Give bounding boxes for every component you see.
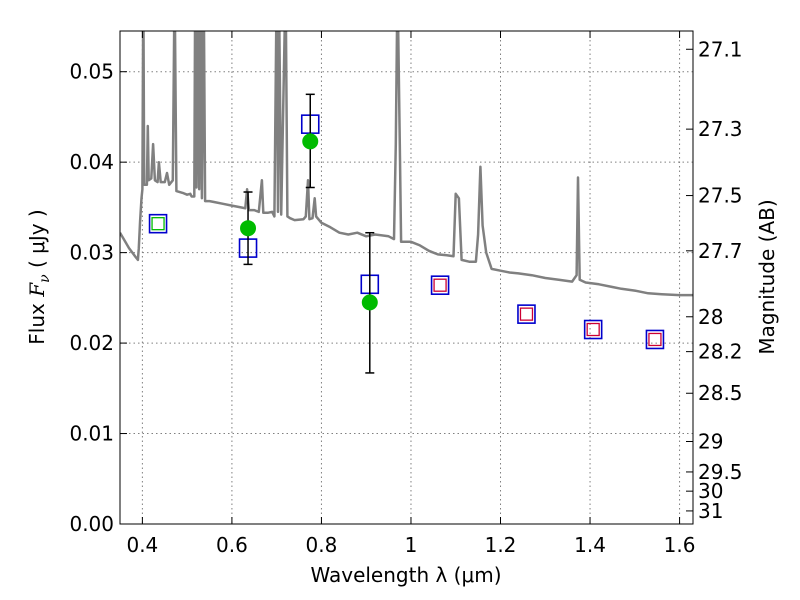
x-axis-label: Wavelength λ (μm) [310,563,501,587]
y2-tick-label: 28 [698,305,723,329]
y2-tick-label: 27.3 [698,117,743,141]
y-tick-label: 0.02 [69,331,114,355]
y2-tick-label: 28.2 [698,340,743,364]
y2-axis-label: Magnitude (AB) [755,199,779,354]
observed-point [240,220,257,237]
axis-ticks: 0.4 0.6 0.8 1 1.2 1.4 1.6 0.00 0.01 0.02 0.03 0.04 0… [69,31,743,557]
model-flux-square [645,329,665,350]
x-tick-label: 0.6 [216,533,248,557]
x-tick-label: 1.4 [574,533,606,557]
marker-layer [148,93,665,374]
y-tick-label: 0.05 [69,60,114,84]
x-tick-label: 1.6 [664,533,696,557]
inner-flux-square [586,322,600,337]
y-tick-label: 0.00 [69,512,114,536]
inner-flux-square [151,217,165,231]
plot-background [120,31,693,524]
y2-tick-label: 30 [698,479,723,503]
inner-flux-square [433,278,447,292]
observed-point [302,133,319,150]
model-flux-square [583,319,603,340]
y2-tick-label: 27.1 [698,37,743,61]
y-tick-label: 0.04 [69,150,114,174]
y2-tick-label: 29.5 [698,460,743,484]
sed-curve-layer [120,31,693,297]
x-tick-label: 1.2 [485,533,517,557]
y2-tick-label: 29 [698,430,723,454]
y-tick-label: 0.01 [69,422,114,446]
x-tick-label: 0.4 [126,533,158,557]
x-tick-label: 0.8 [306,533,338,557]
y-axis-label: Flux Fν ( μJy ) [25,209,53,344]
y2-tick-label: 27.5 [698,184,743,208]
y2-tick-label: 31 [698,499,723,523]
y2-tick-label: 27.7 [698,239,743,263]
x-tick-label: 1 [405,533,418,557]
y-tick-label: 0.03 [69,241,114,265]
model-flux-square [430,275,450,295]
sed-curve [120,31,693,297]
model-flux-square [517,304,536,324]
inner-flux-square [519,307,534,321]
plot-frame [119,30,694,525]
observed-point [361,294,378,311]
y2-tick-label: 28.5 [698,381,743,405]
model-flux-square [148,213,168,234]
inner-flux-square [648,332,662,347]
